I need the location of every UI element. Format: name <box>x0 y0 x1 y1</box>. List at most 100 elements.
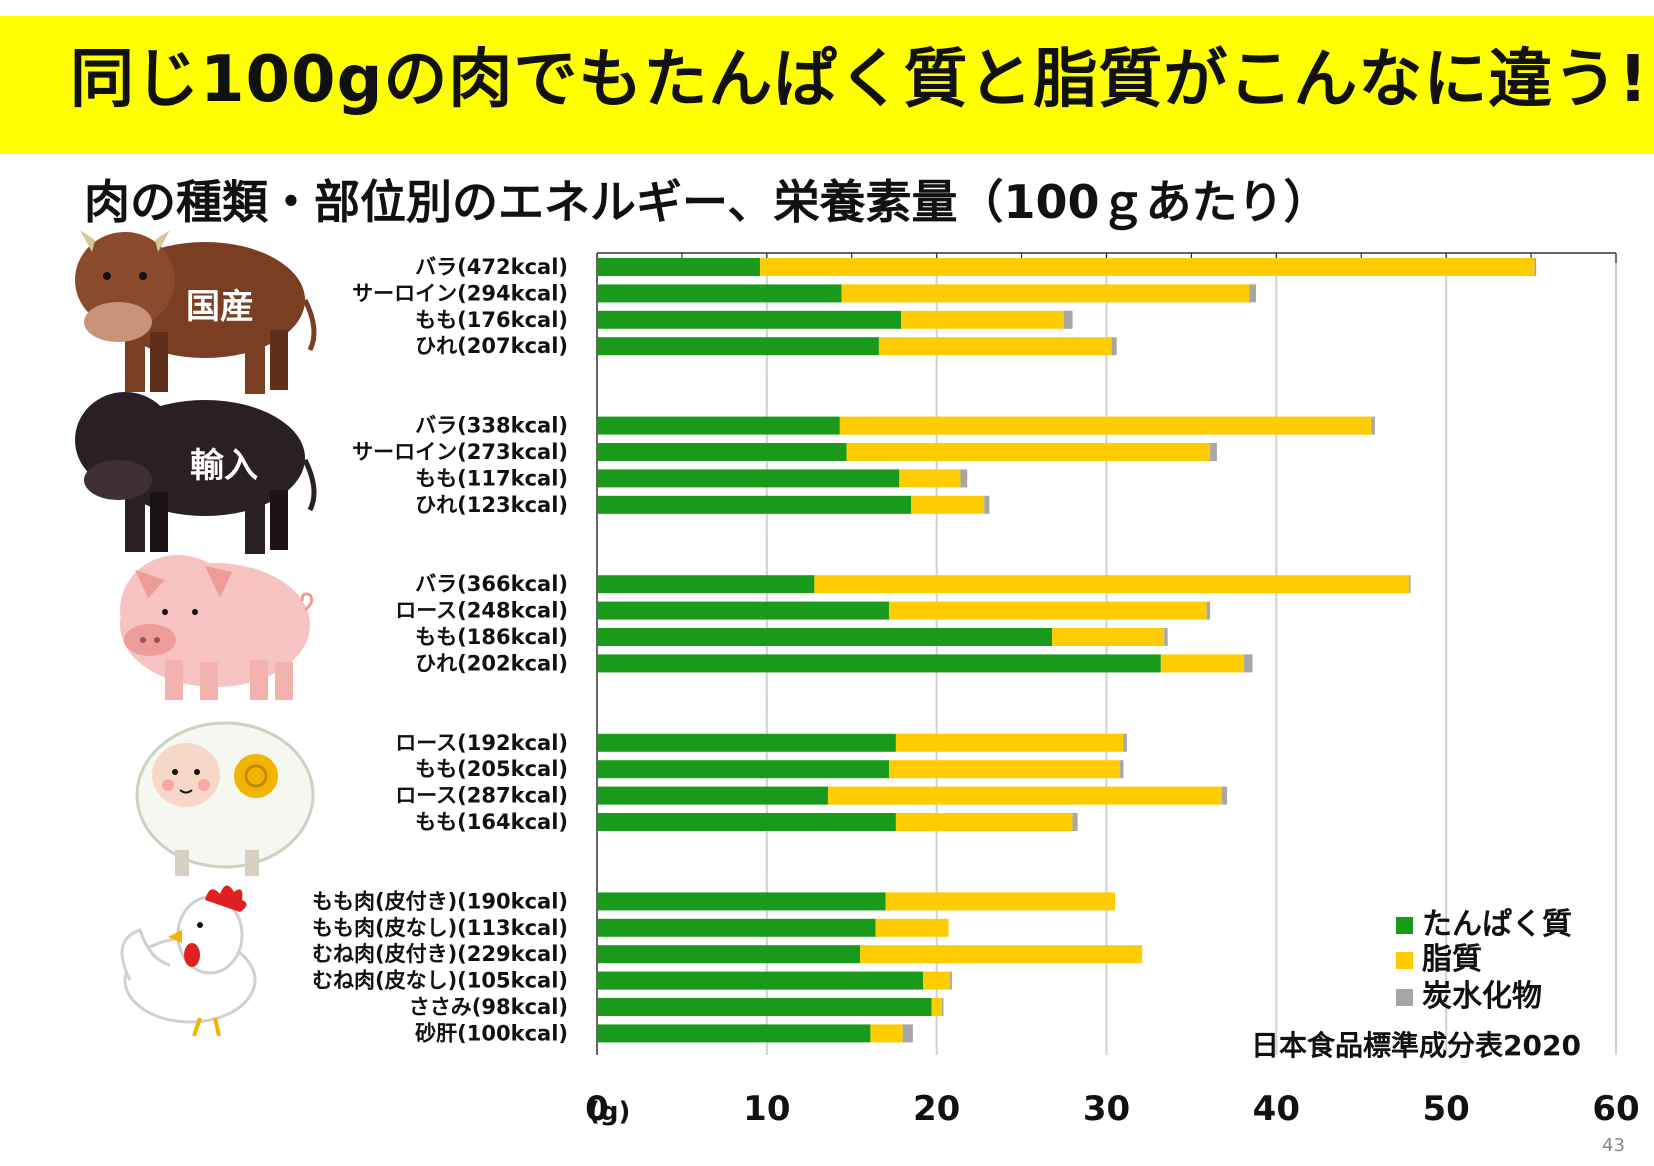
category-label: バラ(472kcal) <box>415 255 568 279</box>
bar-segment-protein <box>597 654 1161 673</box>
source-note: 日本食品標準成分表2020 <box>1251 1029 1581 1062</box>
page-title: 同じ100gの肉でもたんぱく質と脂質がこんなに違う!! <box>70 43 1654 117</box>
bar-segment-protein <box>597 945 861 964</box>
x-tick-label: 30 <box>1083 1089 1130 1129</box>
legend-label-protein: たんぱく質 <box>1422 907 1572 942</box>
chicken-icon <box>120 885 257 1037</box>
pig-icon <box>120 555 314 700</box>
bar-segment-fat <box>846 443 1211 461</box>
bar-segment-fat <box>889 760 1121 779</box>
group-label-domestic: 国産 <box>186 287 254 327</box>
bar-segment-protein <box>597 601 890 620</box>
bar-segment-fat <box>760 258 1535 276</box>
bar-segment-carb <box>1123 733 1127 752</box>
bar-segment-fat <box>901 310 1065 329</box>
bar-segment-carb <box>1210 443 1217 461</box>
group-label-imported: 輸入 <box>190 446 258 486</box>
bar-segment-protein <box>597 760 890 779</box>
bar-segment-fat <box>895 813 1073 831</box>
category-label: ロース(248kcal) <box>395 599 568 623</box>
chart-subtitle: 肉の種類・部位別のエネルギー、栄養素量（100ｇあたり） <box>84 175 1330 229</box>
bar-segment-protein <box>597 628 1053 646</box>
bar-segment-protein <box>597 337 879 356</box>
bar-segment-protein <box>597 416 840 435</box>
category-label: もも(186kcal) <box>415 625 568 649</box>
category-label: むね肉(皮なし)(105kcal) <box>312 969 568 993</box>
bar-series <box>597 258 1537 1043</box>
x-tick-label: 40 <box>1253 1089 1300 1129</box>
category-label: ひれ(207kcal) <box>415 334 568 358</box>
category-label: バラ(366kcal) <box>415 572 568 596</box>
category-label: むね肉(皮付き)(229kcal) <box>312 942 568 966</box>
bar-segment-protein <box>597 1024 871 1043</box>
bar-segment-fat <box>885 892 1115 911</box>
bar-segment-carb <box>1249 284 1256 303</box>
category-label: もも(164kcal) <box>415 810 568 834</box>
black-cow-icon: 輸入 <box>75 392 317 554</box>
x-tick-label: 20 <box>913 1089 960 1129</box>
bar-segment-protein <box>597 786 828 805</box>
category-label: サーロイン(294kcal) <box>352 281 568 305</box>
bar-segment-protein <box>597 258 761 276</box>
bar-segment-protein <box>597 918 876 937</box>
category-label: サーロイン(273kcal) <box>352 440 568 464</box>
sheep-icon <box>135 721 315 876</box>
bar-segment-fat <box>923 971 951 990</box>
bar-segment-protein <box>597 469 900 488</box>
x-tick-label: 10 <box>743 1089 790 1129</box>
category-label: もも肉(皮付き)(190kcal) <box>312 889 568 913</box>
category-label: ロース(287kcal) <box>395 784 568 808</box>
bar-segment-fat <box>875 918 949 937</box>
bar-segment-fat <box>827 786 1222 805</box>
bar-segment-fat <box>814 575 1409 594</box>
bar-segment-fat <box>899 469 961 488</box>
x-tick-label: 60 <box>1592 1089 1639 1129</box>
x-tick-label: 0 <box>585 1089 609 1129</box>
bar-segment-fat <box>860 945 1143 964</box>
legend: たんぱく質 脂質 炭水化物 <box>1396 907 1572 1014</box>
category-label: もも(117kcal) <box>415 466 568 490</box>
bar-segment-fat <box>1052 628 1165 646</box>
bar-segment-carb <box>1534 258 1537 276</box>
bar-segment-carb <box>950 971 952 990</box>
bar-segment-fat <box>841 284 1250 303</box>
legend-swatch-carb <box>1396 989 1413 1006</box>
x-tick-label: 50 <box>1423 1089 1470 1129</box>
category-label: もも(176kcal) <box>415 308 568 332</box>
bar-segment-carb <box>902 1024 913 1043</box>
x-axis-unit: (g) <box>588 1097 630 1127</box>
category-label: ロース(192kcal) <box>395 731 568 755</box>
x-tick-labels: 0 10 20 30 40 50 60 <box>585 1089 1640 1129</box>
bar-segment-fat <box>931 998 942 1016</box>
category-label: ささみ(98kcal) <box>409 995 568 1019</box>
bar-segment-carb <box>941 998 944 1016</box>
page-number: 43 <box>1602 1135 1625 1156</box>
bar-segment-fat <box>839 416 1372 435</box>
bar-segment-carb <box>960 469 968 488</box>
bar-segment-carb <box>1371 416 1375 435</box>
bar-segment-protein <box>597 892 886 911</box>
bar-segment-protein <box>597 310 902 329</box>
legend-label-carb: 炭水化物 <box>1422 979 1542 1014</box>
bar-segment-fat <box>870 1024 903 1043</box>
bar-segment-carb <box>1206 601 1211 620</box>
bar-segment-protein <box>597 495 912 514</box>
bar-segment-fat <box>1160 654 1245 673</box>
bar-segment-protein <box>597 998 932 1016</box>
category-label: ひれ(123kcal) <box>415 493 568 517</box>
bar-segment-fat <box>878 337 1112 356</box>
bar-segment-fat <box>889 601 1207 620</box>
category-labels: バラ(472kcal)サーロイン(294kcal) もも(176kcal)ひれ(2… <box>312 255 568 1045</box>
category-label: 砂肝(100kcal) <box>415 1021 568 1045</box>
bar-segment-carb <box>1221 786 1228 805</box>
title-banner <box>0 16 1654 154</box>
bar-segment-carb <box>1111 337 1117 356</box>
bar-segment-protein <box>597 813 896 831</box>
bar-segment-carb <box>1164 628 1168 646</box>
bar-segment-protein <box>597 443 847 461</box>
bar-segment-fat <box>911 495 985 514</box>
legend-label-fat: 脂質 <box>1422 942 1482 977</box>
bar-segment-protein <box>597 733 896 752</box>
cow-icon: 国産 <box>75 230 317 394</box>
